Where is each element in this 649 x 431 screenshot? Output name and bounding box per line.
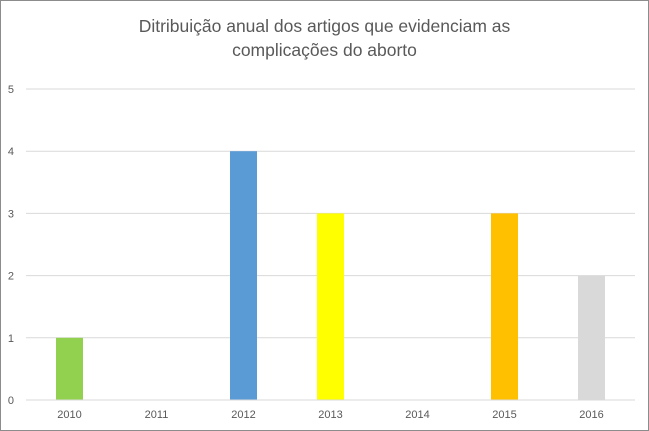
y-tick-label: 1 <box>8 333 14 345</box>
x-tick-label: 2013 <box>318 409 342 421</box>
y-tick-label: 0 <box>8 395 14 407</box>
bar-2015 <box>491 213 518 400</box>
x-tick-label: 2015 <box>492 409 516 421</box>
x-tick-label: 2011 <box>145 409 169 421</box>
bars <box>56 151 605 400</box>
bar-2010 <box>56 337 83 400</box>
chart-title: Ditribuição anual dos artigos que eviden… <box>1 14 648 62</box>
y-tick-label: 4 <box>8 146 14 158</box>
bar-2013 <box>317 213 344 400</box>
bar-2012 <box>230 151 257 400</box>
bar-2016 <box>578 275 605 400</box>
y-axis-ticks: 0 1 2 3 4 5 <box>8 84 14 407</box>
y-tick-label: 5 <box>8 84 14 96</box>
y-tick-label: 3 <box>8 208 14 220</box>
chart-title-line-1: Ditribuição anual dos artigos que eviden… <box>138 16 511 36</box>
chart-title-line-2: complicações do aborto <box>232 40 417 60</box>
x-tick-label: 2010 <box>57 409 81 421</box>
x-axis-ticks: 2010 2011 2012 2013 2014 2015 2016 <box>57 409 603 421</box>
x-tick-label: 2014 <box>405 409 429 421</box>
x-tick-label: 2016 <box>579 409 603 421</box>
y-tick-label: 2 <box>8 271 14 283</box>
x-tick-label: 2012 <box>231 409 255 421</box>
